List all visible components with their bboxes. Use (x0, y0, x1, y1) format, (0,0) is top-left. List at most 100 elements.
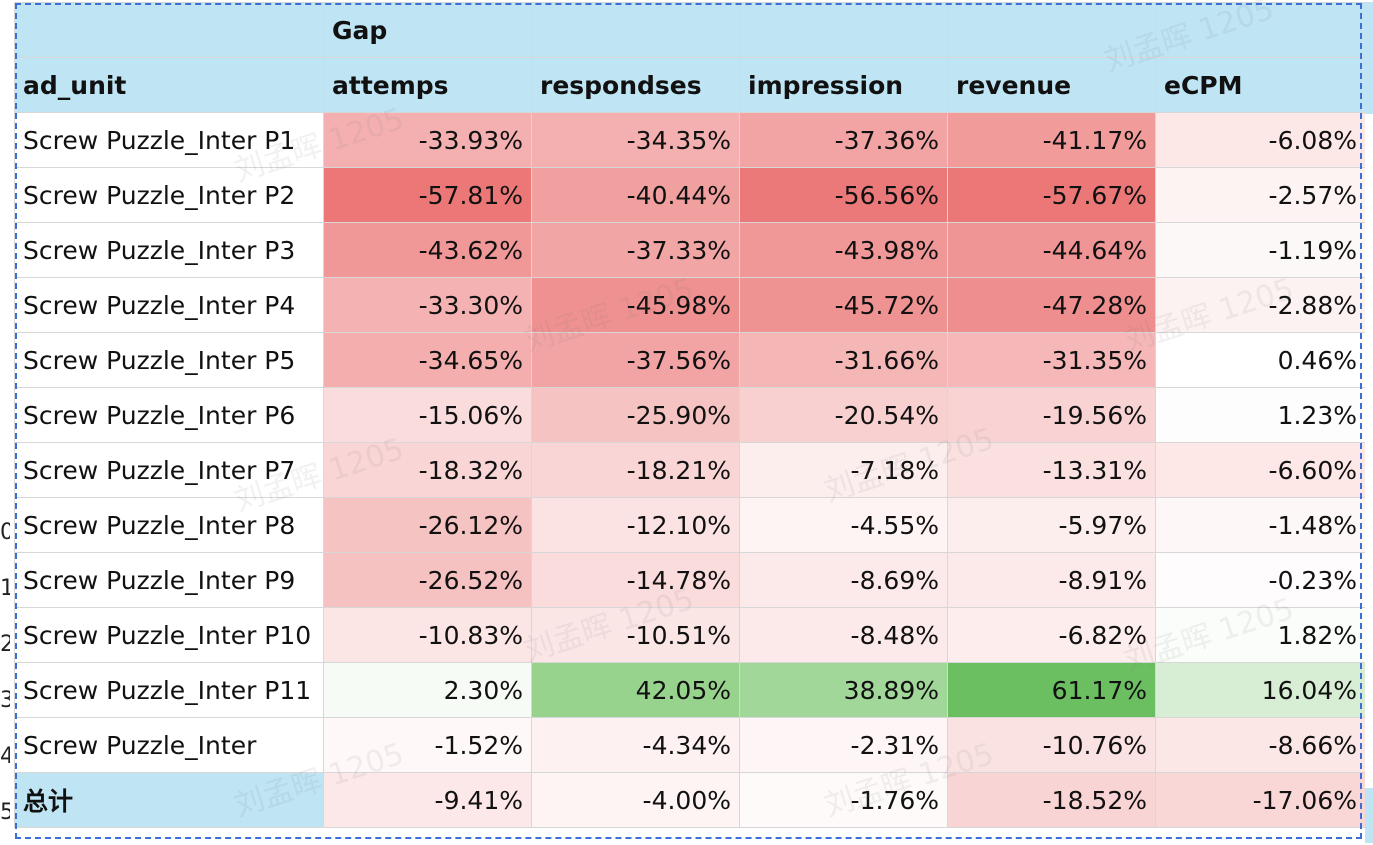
respondses-value-cell[interactable]: -14.78% (531, 552, 740, 608)
respondses-value-cell[interactable]: -10.51% (531, 607, 740, 663)
respondses-value-cell[interactable]: -18.21% (531, 442, 740, 498)
total-label-cell[interactable]: 总计 (14, 772, 324, 828)
ecpm-value-cell[interactable]: -1.48% (1155, 497, 1366, 553)
impression-value-cell[interactable]: -56.56% (739, 167, 948, 223)
impression-value-cell[interactable]: -8.48% (739, 607, 948, 663)
ad-unit-cell[interactable]: Screw Puzzle_Inter P4 (14, 277, 324, 333)
impression-value-cell[interactable]: -37.36% (739, 112, 948, 168)
attemps-value-cell[interactable]: 2.30% (323, 662, 532, 718)
attemps-value-cell[interactable]: -33.30% (323, 277, 532, 333)
header-blank-cell[interactable] (739, 2, 948, 58)
ad-unit-cell[interactable]: Screw Puzzle_Inter P8 (14, 497, 324, 553)
revenue-value-cell[interactable]: -47.28% (947, 277, 1156, 333)
revenue-value-cell[interactable]: -5.97% (947, 497, 1156, 553)
ad-unit-cell[interactable]: Screw Puzzle_Inter P6 (14, 387, 324, 443)
ecpm-value-cell[interactable]: 1.82% (1155, 607, 1366, 663)
revenue-value-cell[interactable]: 61.17% (947, 662, 1156, 718)
ecpm-value-cell[interactable]: -0.23% (1155, 552, 1366, 608)
row-number: 4 (0, 744, 10, 769)
respondses-value-cell[interactable]: -4.00% (531, 772, 740, 828)
ecpm-value-cell[interactable]: 1.23% (1155, 387, 1366, 443)
impression-value-cell[interactable]: -8.69% (739, 552, 948, 608)
column-header-ecpm[interactable]: eCPM (1155, 57, 1366, 113)
header-blank-cell[interactable] (947, 2, 1156, 58)
respondses-value-cell[interactable]: -34.35% (531, 112, 740, 168)
ad-unit-cell[interactable]: Screw Puzzle_Inter P1 (14, 112, 324, 168)
respondses-value-cell[interactable]: -12.10% (531, 497, 740, 553)
revenue-value-cell[interactable]: -6.82% (947, 607, 1156, 663)
column-header-revenue[interactable]: revenue (947, 57, 1156, 113)
impression-value-cell[interactable]: -7.18% (739, 442, 948, 498)
revenue-value-cell[interactable]: -41.17% (947, 112, 1156, 168)
respondses-value-cell[interactable]: 42.05% (531, 662, 740, 718)
respondses-value-cell[interactable]: -40.44% (531, 167, 740, 223)
ecpm-value-cell[interactable]: -8.66% (1155, 717, 1366, 773)
revenue-value-cell[interactable]: -57.67% (947, 167, 1156, 223)
revenue-value-cell[interactable]: -18.52% (947, 772, 1156, 828)
row-number: 0 (0, 520, 10, 545)
ecpm-value-cell[interactable]: -17.06% (1155, 772, 1366, 828)
impression-value-cell[interactable]: -31.66% (739, 332, 948, 388)
row-number: 3 (0, 688, 10, 713)
ad-unit-cell[interactable]: Screw Puzzle_Inter P9 (14, 552, 324, 608)
attemps-value-cell[interactable]: -34.65% (323, 332, 532, 388)
ecpm-value-cell[interactable]: -2.88% (1155, 277, 1366, 333)
header-blank-cell[interactable] (531, 2, 740, 58)
impression-value-cell[interactable]: 38.89% (739, 662, 948, 718)
header-row-columns: ad_unit attemps respondses impression re… (14, 57, 1366, 113)
ad-unit-cell[interactable]: Screw Puzzle_Inter P11 (14, 662, 324, 718)
ecpm-value-cell[interactable]: 0.46% (1155, 332, 1366, 388)
impression-value-cell[interactable]: -45.72% (739, 277, 948, 333)
respondses-value-cell[interactable]: -4.34% (531, 717, 740, 773)
table-row: Screw Puzzle_Inter P7 -18.32% -18.21% -7.18… (14, 442, 1366, 498)
impression-value-cell[interactable]: -43.98% (739, 222, 948, 278)
impression-value-cell[interactable]: -2.31% (739, 717, 948, 773)
attemps-value-cell[interactable]: -15.06% (323, 387, 532, 443)
ecpm-value-cell[interactable]: -6.08% (1155, 112, 1366, 168)
impression-value-cell[interactable]: -4.55% (739, 497, 948, 553)
attemps-value-cell[interactable]: -26.52% (323, 552, 532, 608)
header-blank-cell[interactable] (1155, 2, 1366, 58)
impression-value-cell[interactable]: -1.76% (739, 772, 948, 828)
ad-unit-cell[interactable]: Screw Puzzle_Inter P5 (14, 332, 324, 388)
revenue-value-cell[interactable]: -8.91% (947, 552, 1156, 608)
ecpm-value-cell[interactable]: -6.60% (1155, 442, 1366, 498)
attemps-value-cell[interactable]: -10.83% (323, 607, 532, 663)
attemps-value-cell[interactable]: -43.62% (323, 222, 532, 278)
attemps-value-cell[interactable]: -18.32% (323, 442, 532, 498)
ecpm-value-cell[interactable]: -2.57% (1155, 167, 1366, 223)
header-blank-cell[interactable] (14, 2, 324, 58)
respondses-value-cell[interactable]: -37.56% (531, 332, 740, 388)
ad-unit-cell[interactable]: Screw Puzzle_Inter P10 (14, 607, 324, 663)
header-row-group: Gap (14, 2, 1366, 58)
respondses-value-cell[interactable]: -25.90% (531, 387, 740, 443)
ecpm-value-cell[interactable]: -1.19% (1155, 222, 1366, 278)
revenue-value-cell[interactable]: -31.35% (947, 332, 1156, 388)
ad-unit-cell[interactable]: Screw Puzzle_Inter P7 (14, 442, 324, 498)
revenue-value-cell[interactable]: -10.76% (947, 717, 1156, 773)
attemps-value-cell[interactable]: -1.52% (323, 717, 532, 773)
table-row: Screw Puzzle_Inter P3 -43.62% -37.33% -43.9… (14, 222, 1366, 278)
revenue-value-cell[interactable]: -44.64% (947, 222, 1156, 278)
ecpm-value-cell[interactable]: 16.04% (1155, 662, 1366, 718)
attemps-value-cell[interactable]: -9.41% (323, 772, 532, 828)
attemps-value-cell[interactable]: -57.81% (323, 167, 532, 223)
respondses-value-cell[interactable]: -45.98% (531, 277, 740, 333)
row-number: 2 (0, 632, 10, 657)
column-header-attemps[interactable]: attemps (323, 57, 532, 113)
attemps-value-cell[interactable]: -26.12% (323, 497, 532, 553)
ad-unit-cell[interactable]: Screw Puzzle_Inter P2 (14, 167, 324, 223)
revenue-value-cell[interactable]: -13.31% (947, 442, 1156, 498)
table-row: Screw Puzzle_Inter -1.52% -4.34% -2.31% -10.… (14, 717, 1366, 773)
column-header-respondses[interactable]: respondses (531, 57, 740, 113)
ad-unit-cell[interactable]: Screw Puzzle_Inter P3 (14, 222, 324, 278)
impression-value-cell[interactable]: -20.54% (739, 387, 948, 443)
row-number: 5 (0, 800, 10, 825)
attemps-value-cell[interactable]: -33.93% (323, 112, 532, 168)
column-header-ad-unit[interactable]: ad_unit (14, 57, 324, 113)
group-header-gap[interactable]: Gap (323, 2, 532, 58)
revenue-value-cell[interactable]: -19.56% (947, 387, 1156, 443)
column-header-impression[interactable]: impression (739, 57, 948, 113)
respondses-value-cell[interactable]: -37.33% (531, 222, 740, 278)
ad-unit-cell[interactable]: Screw Puzzle_Inter (14, 717, 324, 773)
